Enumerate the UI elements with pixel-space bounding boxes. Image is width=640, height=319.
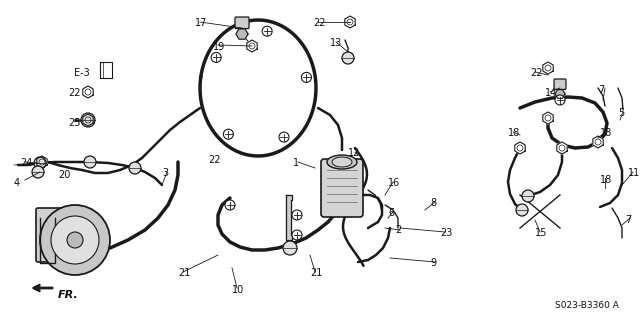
Polygon shape: [83, 114, 93, 126]
Circle shape: [211, 52, 221, 63]
Text: 5: 5: [618, 108, 624, 118]
Text: 19: 19: [213, 42, 225, 52]
Ellipse shape: [332, 157, 352, 167]
Text: 10: 10: [232, 285, 244, 295]
Polygon shape: [555, 90, 565, 98]
Circle shape: [32, 166, 44, 178]
Circle shape: [292, 230, 302, 240]
Text: 6: 6: [388, 208, 394, 218]
Text: 11: 11: [628, 168, 640, 178]
Circle shape: [84, 156, 96, 168]
Text: 9: 9: [430, 258, 436, 268]
Circle shape: [555, 95, 565, 105]
Text: 22: 22: [68, 88, 81, 98]
Text: 12: 12: [348, 148, 360, 158]
Text: 7: 7: [598, 85, 604, 95]
Circle shape: [40, 205, 110, 275]
Polygon shape: [515, 142, 525, 154]
Text: 14: 14: [545, 88, 557, 98]
Circle shape: [283, 241, 297, 255]
FancyBboxPatch shape: [321, 159, 363, 217]
Polygon shape: [236, 29, 248, 39]
Text: 13: 13: [330, 38, 342, 48]
Circle shape: [129, 162, 141, 174]
Polygon shape: [543, 62, 553, 74]
Polygon shape: [286, 195, 292, 240]
Polygon shape: [543, 112, 553, 124]
Circle shape: [292, 210, 302, 220]
Text: 8: 8: [430, 198, 436, 208]
Text: 7: 7: [625, 215, 631, 225]
Circle shape: [223, 129, 234, 139]
Text: 24: 24: [20, 158, 33, 168]
Text: FR.: FR.: [58, 290, 79, 300]
Circle shape: [301, 72, 312, 82]
Text: 18: 18: [600, 175, 612, 185]
Polygon shape: [37, 156, 47, 168]
Polygon shape: [345, 16, 355, 28]
Circle shape: [279, 132, 289, 142]
Polygon shape: [83, 86, 93, 98]
Text: 23: 23: [440, 228, 452, 238]
Text: 18: 18: [600, 128, 612, 138]
Circle shape: [516, 204, 528, 216]
Text: 21: 21: [178, 268, 190, 278]
Text: 18: 18: [508, 128, 520, 138]
Text: 21: 21: [310, 268, 323, 278]
Circle shape: [81, 113, 95, 127]
Polygon shape: [557, 142, 567, 154]
Circle shape: [34, 157, 46, 169]
Text: 16: 16: [388, 178, 400, 188]
Circle shape: [67, 232, 83, 248]
Circle shape: [225, 200, 235, 210]
Text: 22: 22: [313, 18, 326, 28]
Circle shape: [342, 52, 354, 64]
Circle shape: [262, 26, 272, 36]
Polygon shape: [247, 40, 257, 52]
Ellipse shape: [327, 155, 357, 169]
FancyBboxPatch shape: [235, 17, 249, 29]
Text: 22: 22: [208, 155, 221, 165]
FancyBboxPatch shape: [554, 79, 566, 89]
Text: 17: 17: [195, 18, 207, 28]
Text: 25: 25: [68, 118, 81, 128]
Text: 22: 22: [530, 68, 543, 78]
Circle shape: [522, 190, 534, 202]
Text: S023-B3360 A: S023-B3360 A: [555, 301, 619, 310]
Text: 3: 3: [162, 168, 168, 178]
Polygon shape: [593, 136, 603, 148]
FancyBboxPatch shape: [36, 208, 72, 262]
Text: 15: 15: [535, 228, 547, 238]
Text: 1: 1: [293, 158, 299, 168]
Circle shape: [51, 216, 99, 264]
Text: 2: 2: [395, 225, 401, 235]
Text: 20: 20: [58, 170, 70, 180]
Text: E-3: E-3: [74, 68, 90, 78]
Text: 4: 4: [14, 178, 20, 188]
